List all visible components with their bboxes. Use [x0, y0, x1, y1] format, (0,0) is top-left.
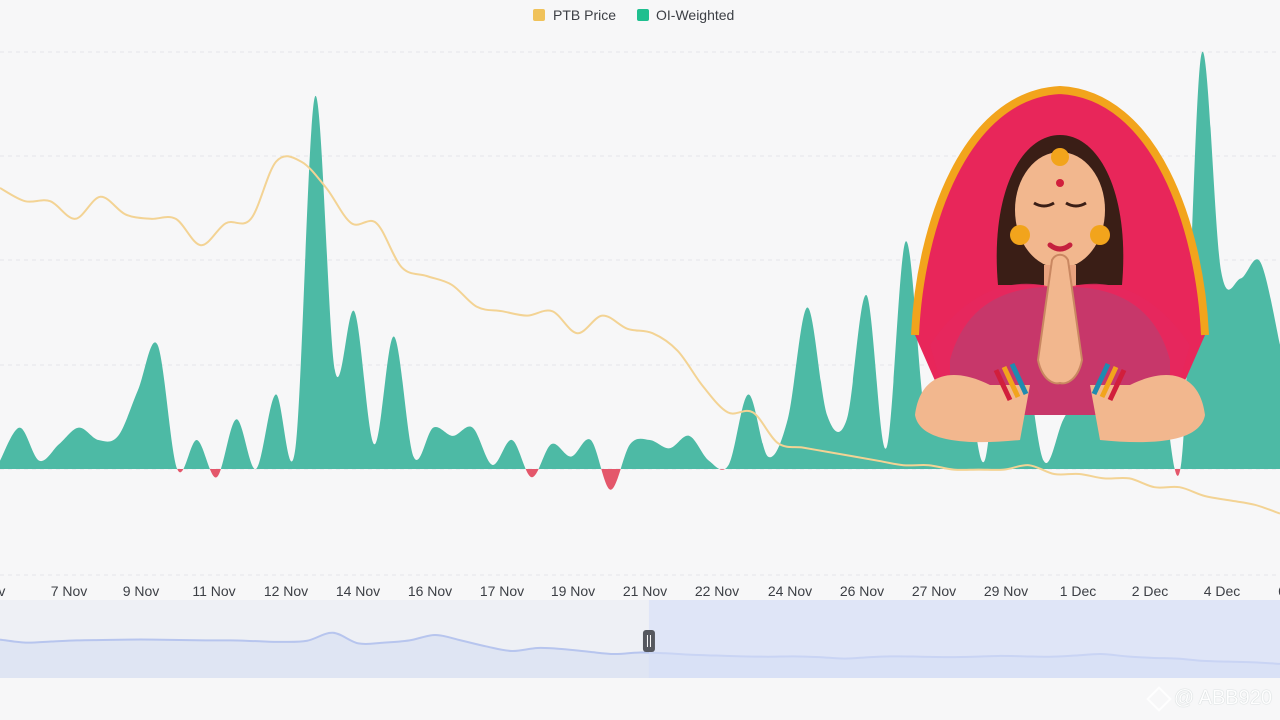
x-tick-label: 11 Nov	[192, 583, 235, 599]
legend: PTB Price OI-Weighted	[533, 7, 734, 23]
x-tick-label: 14 Nov	[336, 583, 380, 599]
x-tick-label: 6	[1278, 583, 1280, 599]
x-tick-label: 24 Nov	[768, 583, 812, 599]
watermark-text: @ ABB920	[1173, 687, 1272, 709]
ptb-price-line	[0, 155, 1280, 515]
x-tick-label: 17 Nov	[480, 583, 524, 599]
x-tick-label: 7 Nov	[51, 583, 88, 599]
x-tick-label: 26 Nov	[840, 583, 884, 599]
x-tick-label: ov	[0, 583, 5, 599]
legend-swatch-ptb-price	[533, 9, 545, 21]
legend-swatch-oi-weighted	[637, 9, 649, 21]
x-tick-label: 19 Nov	[551, 583, 595, 599]
x-tick-label: 1 Dec	[1060, 583, 1097, 599]
x-tick-label: 22 Nov	[695, 583, 739, 599]
x-tick-label: 16 Nov	[408, 583, 452, 599]
x-tick-label: 21 Nov	[623, 583, 667, 599]
legend-item-ptb-price[interactable]: PTB Price	[533, 7, 616, 23]
x-tick-label: 9 Nov	[123, 583, 160, 599]
x-tick-label: 12 Nov	[264, 583, 308, 599]
watermark: @ ABB920	[1146, 685, 1272, 712]
navigator-selection[interactable]	[648, 600, 1280, 678]
oi-weighted-area-positive	[0, 51, 1280, 469]
x-tick-label: 4 Dec	[1204, 583, 1241, 599]
x-tick-label: 2 Dec	[1132, 583, 1169, 599]
legend-label-oi-weighted: OI-Weighted	[656, 7, 734, 23]
x-tick-label: 29 Nov	[984, 583, 1028, 599]
oi-weighted-series	[0, 51, 1280, 490]
woman-namaste-illustration	[911, 85, 1209, 443]
legend-item-oi-weighted[interactable]: OI-Weighted	[637, 7, 734, 23]
binance-logo-icon	[1146, 685, 1172, 712]
ptb-price-series	[0, 155, 1280, 515]
x-tick-label: 27 Nov	[912, 583, 956, 599]
x-axis: ov 7 Nov 9 Nov 11 Nov 12 Nov 14 Nov 16 Nov 17 N…	[0, 583, 1280, 599]
navigator-handle[interactable]	[642, 630, 655, 652]
range-navigator[interactable]	[0, 600, 1280, 678]
legend-label-ptb-price: PTB Price	[553, 7, 616, 23]
